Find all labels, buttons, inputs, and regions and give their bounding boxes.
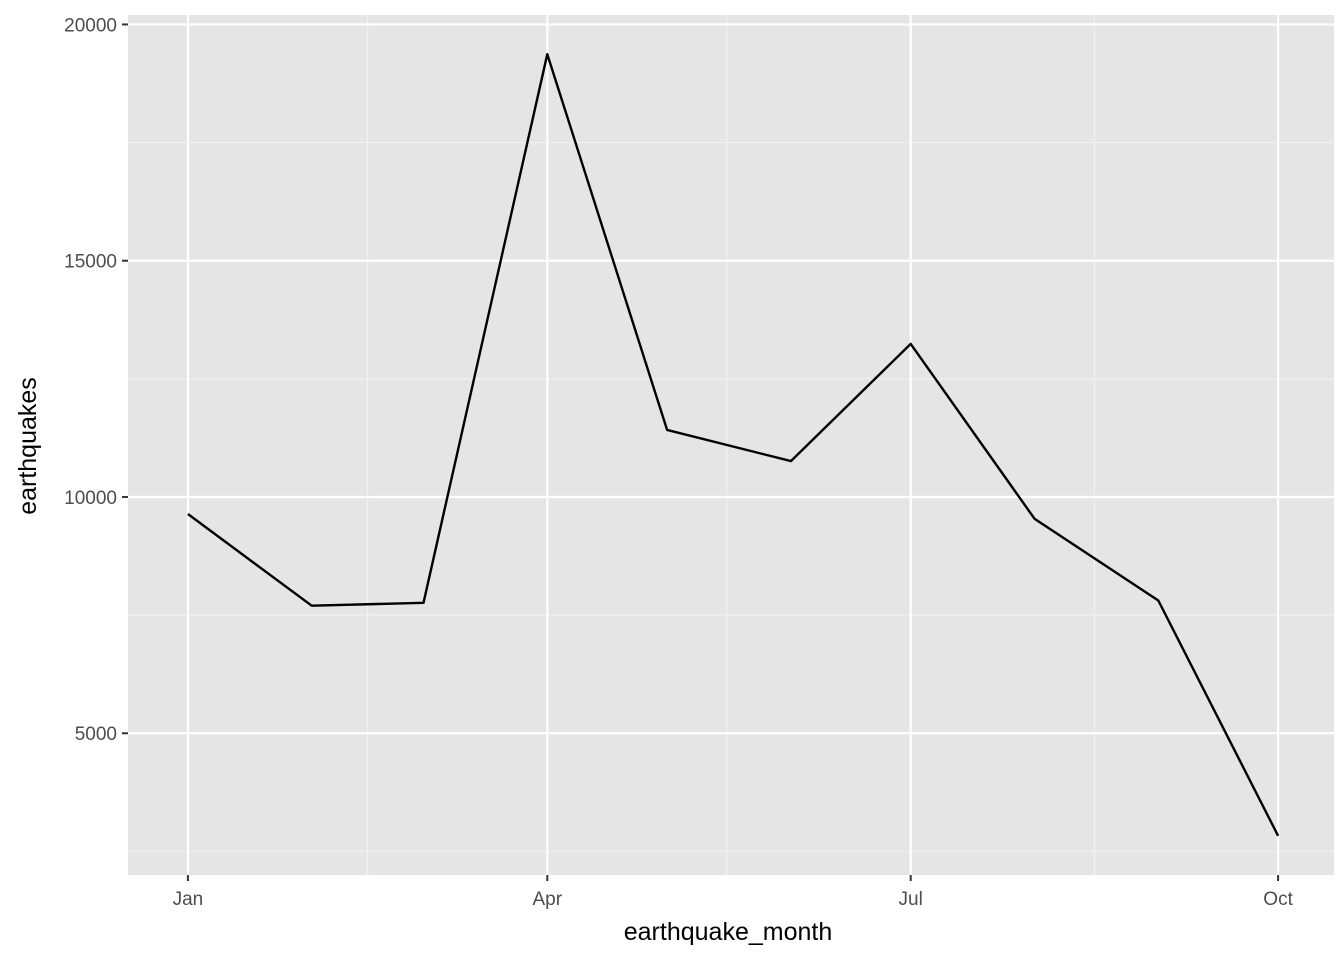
x-tick-label: Jul xyxy=(899,889,923,910)
x-axis-title: earthquake_month xyxy=(624,918,832,946)
x-tick-label: Jan xyxy=(173,889,204,910)
y-tick-label: 20000 xyxy=(64,15,117,36)
y-tick-label: 10000 xyxy=(64,488,117,509)
y-axis: 5000 10000 15000 20000 xyxy=(64,15,128,745)
major-gridlines xyxy=(128,15,1334,875)
series-line xyxy=(187,53,1280,837)
x-axis: Jan Apr Jul Oct xyxy=(173,875,1294,910)
series-layer xyxy=(187,53,1280,837)
y-axis-title: earthquakes xyxy=(14,377,42,515)
y-tick-label: 15000 xyxy=(64,252,117,273)
y-tick-label: 5000 xyxy=(75,724,117,745)
x-tick-label: Apr xyxy=(533,889,563,910)
x-tick-label: Oct xyxy=(1263,889,1293,910)
